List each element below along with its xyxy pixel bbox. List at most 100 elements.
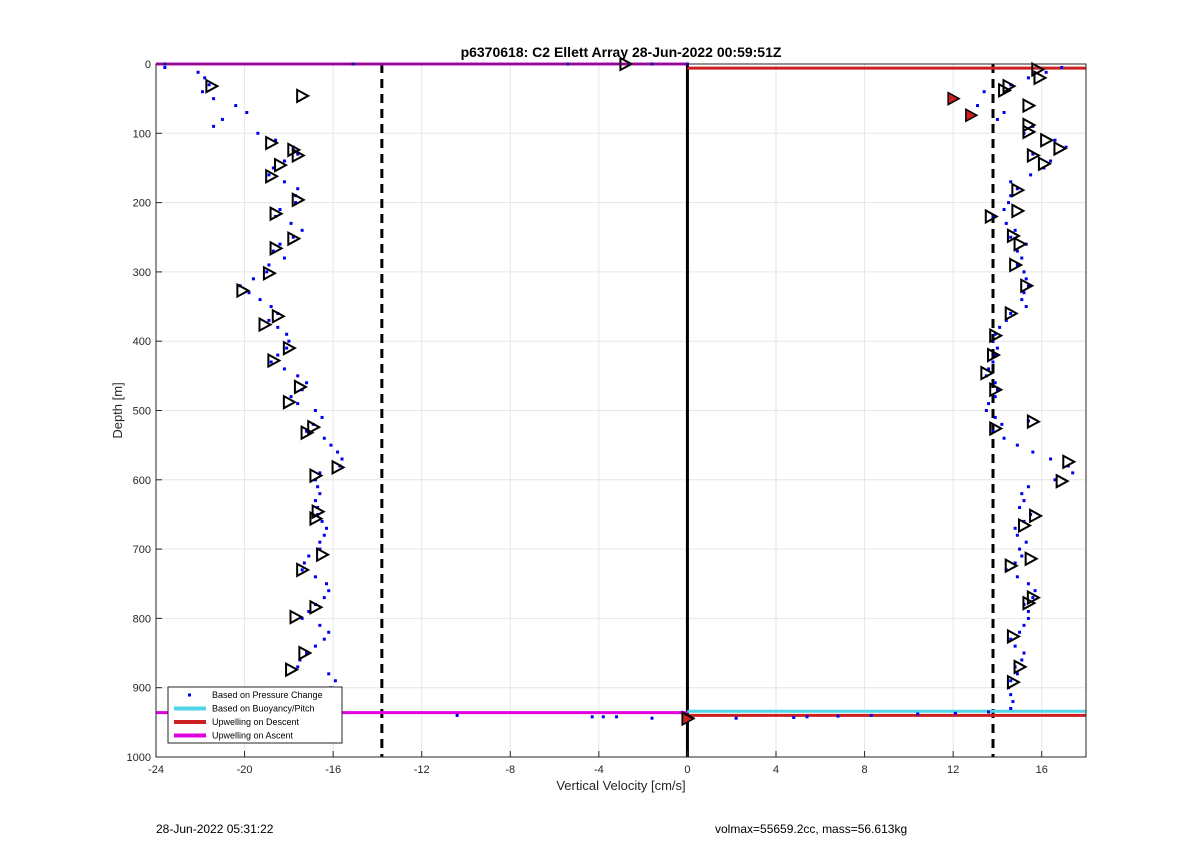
data-point bbox=[987, 367, 991, 371]
data-point bbox=[163, 65, 167, 69]
data-point bbox=[1009, 311, 1013, 315]
data-point bbox=[987, 710, 991, 714]
data-point bbox=[296, 402, 300, 406]
open-triangle-marker bbox=[1013, 236, 1028, 252]
data-point bbox=[1013, 526, 1017, 530]
data-point bbox=[305, 429, 309, 433]
open-triangle-marker bbox=[1033, 70, 1048, 86]
data-point bbox=[296, 152, 300, 156]
y-tick-label: 500 bbox=[133, 406, 151, 418]
data-point bbox=[327, 589, 331, 593]
data-point bbox=[1018, 547, 1022, 551]
data-point bbox=[333, 679, 337, 683]
data-point bbox=[953, 711, 957, 715]
data-point bbox=[1013, 644, 1017, 648]
data-point bbox=[267, 263, 271, 267]
legend-label: Upwelling on Descent bbox=[212, 717, 300, 727]
data-point bbox=[285, 346, 289, 350]
data-point bbox=[276, 325, 280, 329]
data-point bbox=[1018, 506, 1022, 510]
data-point bbox=[320, 415, 324, 419]
chart-title: p6370618: C2 Ellett Array 28-Jun-2022 00… bbox=[461, 44, 782, 60]
open-triangle-marker bbox=[1011, 203, 1026, 219]
data-point bbox=[995, 388, 999, 392]
filled-triangle-marker bbox=[965, 108, 979, 123]
data-point bbox=[1022, 623, 1026, 627]
open-triangle-marker bbox=[998, 82, 1013, 99]
data-point bbox=[212, 124, 216, 128]
data-point bbox=[1011, 700, 1015, 704]
data-point bbox=[285, 332, 289, 336]
open-triangle-marker bbox=[291, 147, 306, 164]
data-point bbox=[993, 395, 997, 399]
data-point bbox=[322, 596, 326, 600]
x-tick-label: 16 bbox=[1036, 764, 1048, 776]
data-point bbox=[1044, 70, 1048, 74]
x-tick-label: -16 bbox=[325, 764, 341, 776]
data-point bbox=[590, 715, 594, 719]
open-triangle-marker bbox=[1026, 413, 1041, 430]
data-point bbox=[1018, 630, 1022, 634]
data-point bbox=[1009, 194, 1013, 198]
open-triangle-marker bbox=[1020, 278, 1035, 294]
open-triangle-marker bbox=[205, 78, 220, 94]
data-point bbox=[258, 298, 262, 302]
data-point bbox=[245, 111, 249, 115]
data-point bbox=[327, 672, 331, 676]
data-point bbox=[282, 180, 286, 184]
x-axis-label: Vertical Velocity [cm/s] bbox=[556, 778, 685, 793]
data-point bbox=[1015, 575, 1019, 579]
data-point bbox=[282, 159, 286, 163]
data-point bbox=[1022, 499, 1026, 503]
data-point bbox=[278, 208, 282, 212]
open-triangle-marker bbox=[296, 88, 311, 104]
data-point bbox=[984, 409, 988, 412]
data-point bbox=[1000, 422, 1004, 426]
data-point bbox=[313, 644, 317, 648]
triangle-markers bbox=[205, 56, 1077, 727]
data-point bbox=[993, 332, 997, 336]
data-point bbox=[1002, 208, 1006, 212]
data-point bbox=[316, 485, 320, 489]
data-point bbox=[1064, 145, 1068, 149]
open-triangle-marker bbox=[1053, 140, 1068, 157]
data-point bbox=[313, 499, 317, 503]
data-point bbox=[1002, 436, 1006, 440]
open-triangle-marker bbox=[331, 459, 346, 476]
data-point bbox=[1009, 679, 1013, 683]
data-point bbox=[1053, 478, 1057, 482]
data-point bbox=[993, 381, 997, 385]
data-point bbox=[251, 277, 255, 281]
open-triangle-marker bbox=[298, 645, 313, 661]
data-point bbox=[318, 540, 322, 544]
data-point bbox=[300, 568, 304, 572]
open-triangle-marker bbox=[309, 510, 324, 527]
data-point bbox=[307, 609, 311, 613]
open-triangle-marker bbox=[1006, 228, 1022, 244]
y-tick-label: 900 bbox=[133, 683, 151, 695]
data-point bbox=[1026, 284, 1030, 288]
open-triangle-marker bbox=[309, 467, 324, 484]
open-triangle-marker bbox=[1013, 659, 1028, 675]
data-point bbox=[998, 325, 1002, 329]
open-triangle-marker bbox=[287, 142, 302, 158]
data-point bbox=[1020, 298, 1024, 302]
open-triangle-marker bbox=[271, 308, 286, 324]
open-triangle-marker bbox=[1062, 454, 1077, 470]
data-point bbox=[282, 367, 286, 371]
data-point bbox=[1020, 554, 1024, 558]
open-triangle-marker bbox=[316, 546, 331, 563]
open-triangle-marker bbox=[300, 424, 315, 441]
open-triangle-marker bbox=[1037, 156, 1053, 172]
data-point bbox=[995, 117, 999, 121]
open-triangle-marker bbox=[1026, 589, 1041, 606]
data-point bbox=[294, 201, 297, 205]
x-tick-label: -20 bbox=[237, 764, 253, 776]
open-triangle-marker bbox=[1022, 97, 1037, 114]
open-triangle-marker bbox=[258, 316, 273, 333]
data-point bbox=[1004, 318, 1008, 322]
open-triangle-marker bbox=[309, 599, 324, 615]
open-triangle-marker bbox=[987, 347, 1002, 363]
data-point bbox=[1026, 485, 1030, 489]
